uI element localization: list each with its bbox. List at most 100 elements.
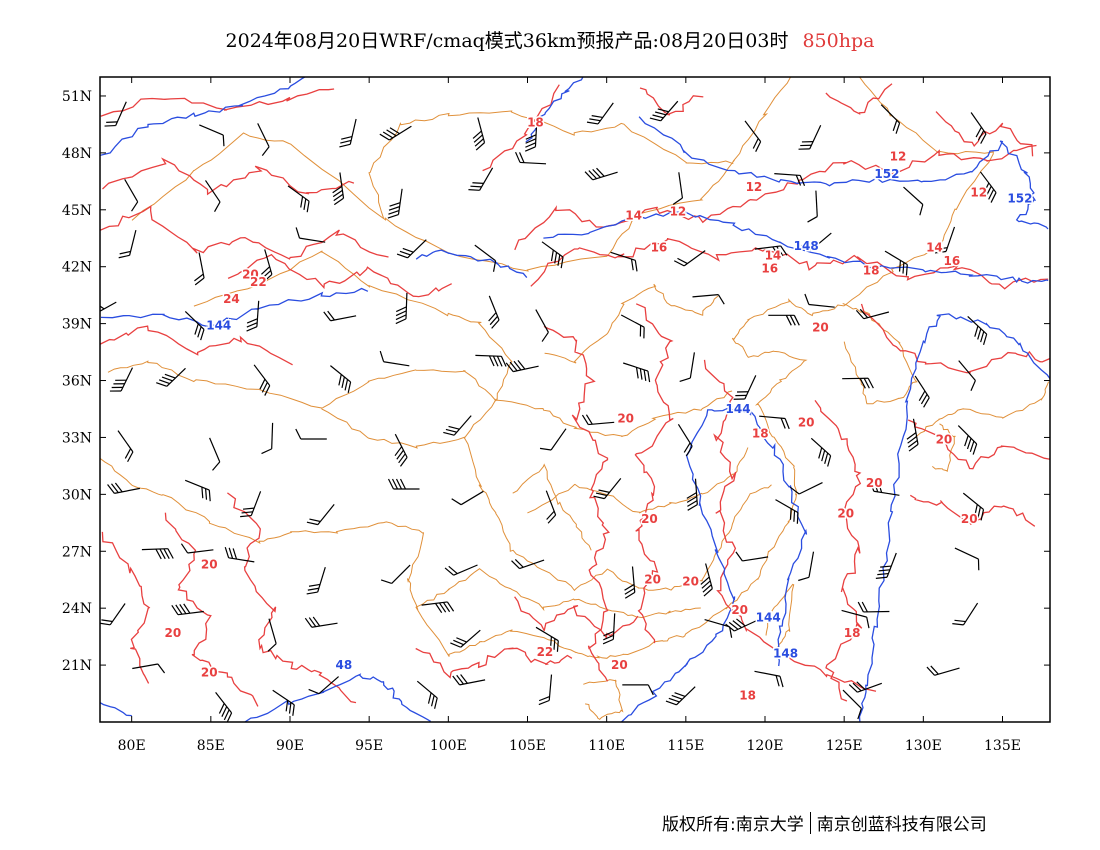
wind-barbs <box>100 100 997 722</box>
temperature-contour <box>909 494 1036 527</box>
wind-barb <box>452 674 486 686</box>
copyright-credit: 版权所有:南京大学 南京创蓝科技有限公司 <box>662 810 987 835</box>
wind-barb <box>875 552 897 579</box>
wind-barb <box>952 602 979 626</box>
contour-label: 20 <box>644 573 661 587</box>
height-contour <box>100 701 132 717</box>
boundary-line <box>368 110 734 219</box>
height-contour <box>415 249 528 279</box>
lon-tick-label: 135E <box>984 738 1021 754</box>
temperature-contour <box>227 253 452 298</box>
lat-tick-label: 30N <box>62 487 92 503</box>
contour-label: 14 <box>765 248 782 262</box>
wind-barb <box>541 241 564 269</box>
temperature-contour <box>227 492 357 704</box>
lon-tick-label: 105E <box>509 738 546 754</box>
wind-barb <box>224 546 255 563</box>
temperature-contours <box>100 83 1050 707</box>
wind-barb <box>545 490 557 524</box>
height-contour <box>243 673 432 722</box>
boundary-line <box>583 679 624 721</box>
map-frame <box>99 76 1051 723</box>
contour-label: 20 <box>798 415 815 429</box>
wind-barb <box>848 681 883 693</box>
wind-barb <box>272 689 295 716</box>
wind-barb <box>677 423 693 457</box>
wind-barb <box>488 295 500 329</box>
wind-barb <box>735 551 769 562</box>
wind-barb <box>132 663 166 674</box>
contour-label: 20 <box>242 267 259 281</box>
lon-tick-label: 115E <box>667 738 704 754</box>
wind-barb <box>622 684 654 696</box>
contour-label: 152 <box>874 167 899 181</box>
wind-barb <box>240 491 262 518</box>
boundary-line <box>131 77 792 272</box>
wind-barb <box>704 619 733 638</box>
contour-label: 148 <box>794 239 819 253</box>
wind-barb <box>673 250 706 267</box>
height-contour <box>100 287 369 329</box>
lat-tick-label: 51N <box>62 89 92 105</box>
lon-tick-label: 125E <box>826 738 863 754</box>
contour-label: 16 <box>943 254 960 268</box>
wind-barb <box>914 375 930 408</box>
wind-barb <box>962 492 985 521</box>
temperature-contour <box>639 87 704 116</box>
wind-barb <box>339 118 357 148</box>
wind-barb <box>725 618 759 632</box>
contour-label: 144 <box>206 319 231 333</box>
lon-tick-label: 95E <box>355 738 383 754</box>
credit-owner: 版权所有:南京大学 <box>662 815 804 835</box>
temperature-contour <box>514 596 639 640</box>
wind-barb <box>538 674 553 706</box>
contour-label: 18 <box>844 626 861 640</box>
wind-barb <box>109 367 134 392</box>
contour-label: 22 <box>537 645 554 659</box>
wind-barb <box>855 308 890 320</box>
boundary-line <box>107 250 513 449</box>
lat-tick-label: 48N <box>62 146 92 162</box>
lat-tick-label: 24N <box>62 601 92 617</box>
wind-barb <box>754 245 788 257</box>
wind-barb <box>379 125 412 141</box>
boundary-line <box>495 390 733 437</box>
contour-label: 24 <box>223 292 240 306</box>
contour-label: 18 <box>739 688 756 702</box>
wind-barb <box>754 670 784 688</box>
wind-barb <box>261 422 274 455</box>
wind-barb <box>759 415 790 430</box>
contour-label: 20 <box>866 476 883 490</box>
wind-barb <box>624 566 636 599</box>
wind-barb <box>215 692 233 722</box>
contour-label: 148 <box>773 647 798 661</box>
wind-barb <box>692 294 725 305</box>
contour-label: 12 <box>890 150 907 164</box>
wind-barb <box>774 173 806 186</box>
wind-barb <box>394 433 408 467</box>
contour-label: 20 <box>617 411 634 425</box>
wind-barb <box>421 601 455 614</box>
wind-barb <box>380 564 411 585</box>
wind-barb <box>535 309 549 342</box>
wind-barb <box>857 601 890 613</box>
wind-barb <box>107 482 141 494</box>
wind-barb <box>156 367 186 387</box>
contour-label: 20 <box>641 512 658 526</box>
lat-tick-label: 21N <box>62 658 92 674</box>
height-contour <box>858 313 1050 722</box>
wind-barb <box>884 250 908 276</box>
contour-label: 12 <box>670 205 687 219</box>
wind-barb <box>807 190 818 223</box>
wind-barb <box>768 314 800 326</box>
wind-barb <box>387 478 420 490</box>
boundary-line <box>544 283 719 364</box>
contour-label: 144 <box>726 402 751 416</box>
temperature-contour <box>514 144 1037 251</box>
lat-tick-label: 45N <box>62 203 92 219</box>
wind-barb <box>199 124 225 147</box>
wind-barb <box>267 618 277 652</box>
wind-barb <box>686 478 698 511</box>
wind-barb <box>733 375 757 400</box>
